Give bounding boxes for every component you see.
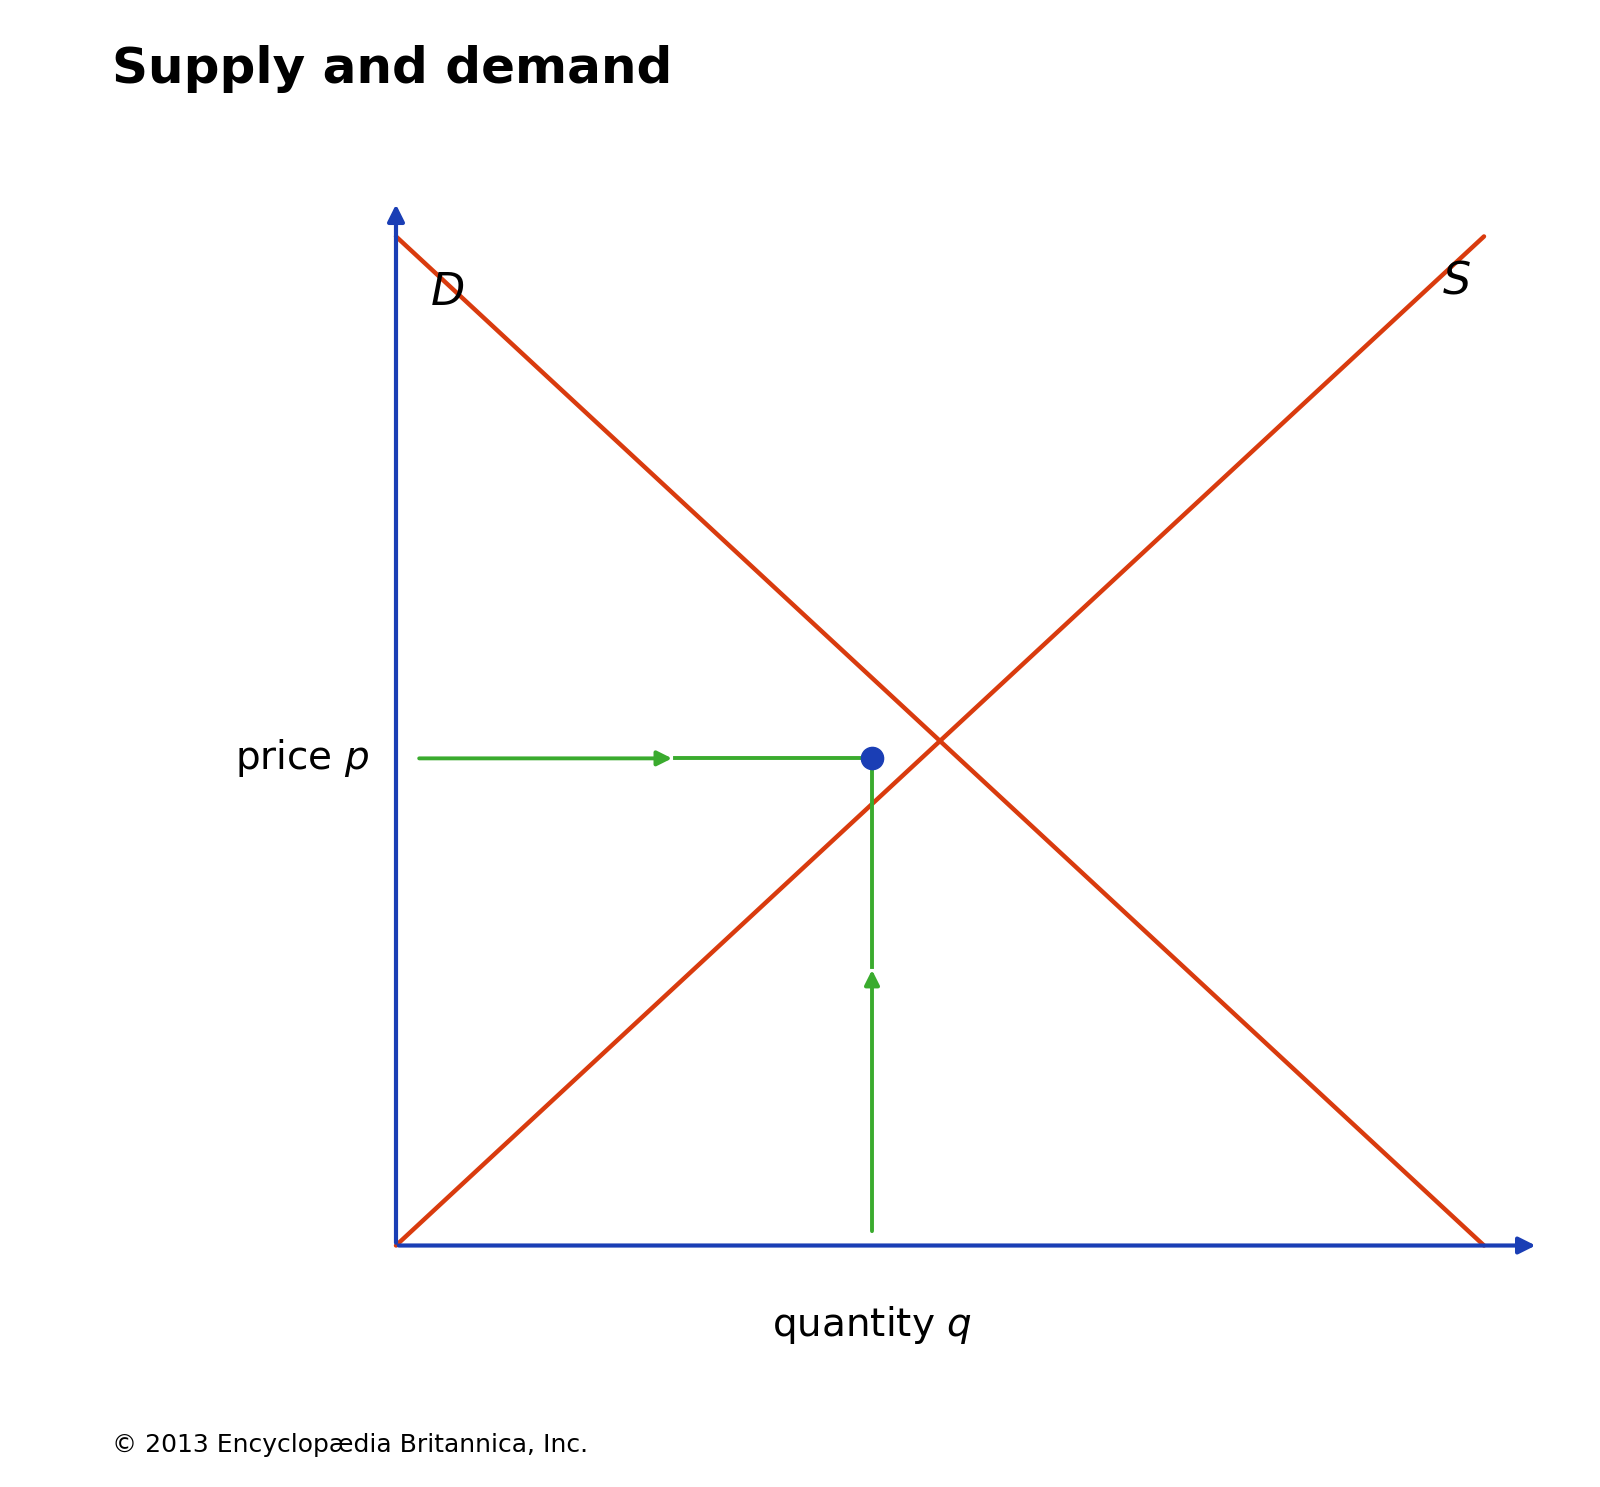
Text: $S$: $S$	[1442, 260, 1470, 303]
Text: quantity $q$: quantity $q$	[773, 1304, 971, 1346]
Text: $D$: $D$	[430, 271, 464, 314]
Text: price $p$: price $p$	[235, 738, 368, 779]
Text: © 2013 Encyclopædia Britannica, Inc.: © 2013 Encyclopædia Britannica, Inc.	[112, 1433, 589, 1457]
Text: Supply and demand: Supply and demand	[112, 45, 672, 92]
